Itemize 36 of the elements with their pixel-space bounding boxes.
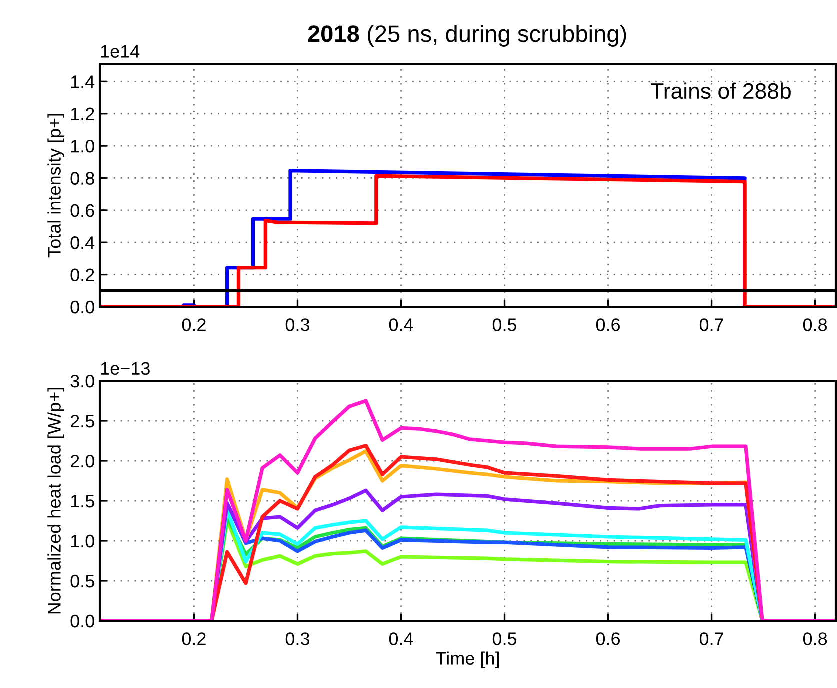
x-axis-title: Time [h] (436, 652, 499, 669)
y-tick-label: 0.2 (70, 268, 94, 282)
x-tick-label: 0.6 (596, 632, 620, 646)
x-tick-label: 0.2 (182, 318, 206, 332)
x-tick-label: 0.8 (803, 318, 828, 332)
y-tick-label: 0.0 (70, 300, 94, 314)
x-tick-label: 0.3 (286, 632, 310, 646)
y-tick-label: 0.5 (70, 574, 94, 588)
x-tick-label: 0.3 (286, 318, 310, 332)
chart-title: 2018 (25 ns, during scrubbing) (308, 24, 626, 47)
y-tick-label: 0.8 (70, 172, 94, 185)
x-tick-label: 0.8 (803, 632, 828, 646)
y-tick-label: 1.4 (71, 76, 95, 88)
y-tick-label: 0.0 (70, 614, 94, 628)
y-tick-label: 2.5 (70, 414, 94, 428)
y-axis-title: Normalized heat load [W/p+] (48, 388, 65, 614)
y-tick-label: 1.2 (71, 108, 94, 120)
x-tick-label: 0.6 (596, 318, 620, 332)
text: 1e14 (101, 45, 140, 58)
y-tick-label: 2.0 (70, 454, 94, 468)
text: 1e−13 (101, 362, 150, 376)
x-tick-label: 0.5 (492, 632, 517, 646)
y-tick-label: 1.0 (71, 140, 94, 153)
x-tick-label: 0.7 (700, 318, 724, 332)
y-tick-label: 1.0 (71, 534, 94, 548)
annotation: Trains of 288b (651, 82, 791, 100)
x-tick-label: 0.4 (389, 632, 414, 646)
y-axis-title: Total intensity [p+] (48, 114, 65, 258)
x-tick-label: 0.5 (492, 318, 517, 332)
x-tick-label: 0.2 (182, 632, 206, 646)
x-tick-label: 0.7 (700, 632, 724, 646)
y-tick-label: 1.5 (71, 495, 94, 508)
x-tick-label: 0.4 (389, 318, 414, 332)
y-tick-label: 3.0 (70, 374, 94, 388)
y-tick-label: 0.4 (70, 236, 95, 250)
y-tick-label: 0.6 (70, 204, 94, 218)
